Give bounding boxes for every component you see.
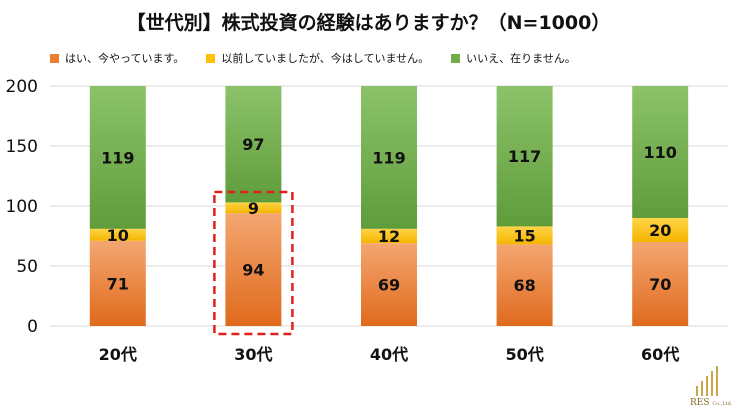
x-tick-label-50代: 50代 xyxy=(505,345,543,364)
data-label-30代-series-1: 9 xyxy=(248,199,259,218)
x-tick-label-40代: 40代 xyxy=(370,345,408,364)
legend: はい、今やっています。 以前していましたが、今はしていません。 いいえ、在りませ… xyxy=(50,50,576,66)
data-label-60代-series-0: 70 xyxy=(649,275,671,294)
bar-30代-series-2 xyxy=(225,86,282,203)
legend-swatch-past xyxy=(206,53,216,63)
data-label-50代-series-2: 117 xyxy=(508,147,541,166)
data-label-30代-series-2: 97 xyxy=(242,135,264,154)
bar-50代-series-0 xyxy=(496,244,553,326)
y-tick-label-150: 150 xyxy=(6,137,38,157)
legend-item-current: はい、今やっています。 xyxy=(50,50,184,66)
bar-30代-series-1 xyxy=(225,202,282,214)
data-label-60代-series-2: 110 xyxy=(643,143,676,162)
legend-swatch-current xyxy=(50,53,59,63)
data-label-30代-series-0: 94 xyxy=(242,261,264,280)
bar-40代-series-0 xyxy=(361,243,417,326)
bar-40代-series-1 xyxy=(361,228,417,244)
data-label-50代-series-1: 15 xyxy=(513,226,535,245)
bar-60代-series-2 xyxy=(632,86,689,218)
data-label-40代-series-0: 69 xyxy=(378,276,400,295)
legend-item-past: 以前していましたが、今はしていません。 xyxy=(206,50,429,66)
data-label-50代-series-0: 68 xyxy=(513,276,535,295)
company-logo: RES Co.,Ltd. xyxy=(690,364,732,410)
logo-text: RES Co.,Ltd. xyxy=(690,398,734,408)
data-label-20代-series-0: 71 xyxy=(107,274,129,293)
legend-label-past: 以前していましたが、今はしていません。 xyxy=(221,52,430,65)
y-tick-label-200: 200 xyxy=(6,77,38,97)
y-tick-label-100: 100 xyxy=(6,197,38,217)
bar-20代-series-2 xyxy=(89,86,146,229)
highlight-box-30代 xyxy=(213,190,294,336)
data-label-20代-series-2: 119 xyxy=(101,148,134,167)
bar-40代-series-2 xyxy=(361,86,417,229)
chart-title: 【世代別】株式投資の経験はありますか？（N=1000） xyxy=(126,12,611,34)
logo-mark-icon xyxy=(696,366,718,396)
bar-30代-series-0 xyxy=(225,213,282,326)
x-tick-label-30代: 30代 xyxy=(234,345,272,364)
data-label-40代-series-1: 12 xyxy=(378,227,400,246)
bar-60代-series-0 xyxy=(632,242,689,326)
x-tick-label-60代: 60代 xyxy=(641,345,679,364)
legend-label-never: いいえ、在りません。 xyxy=(466,52,576,65)
bar-20代-series-1 xyxy=(89,228,146,241)
data-label-60代-series-1: 20 xyxy=(649,221,671,240)
legend-swatch-never xyxy=(451,53,461,63)
legend-label-current: はい、今やっています。 xyxy=(65,52,185,65)
y-tick-label-0: 0 xyxy=(27,317,38,337)
y-tick-label-50: 50 xyxy=(16,257,38,277)
x-tick-label-20代: 20代 xyxy=(99,345,137,364)
logo-suffix: Co.,Ltd. xyxy=(712,401,733,407)
data-label-20代-series-1: 10 xyxy=(107,226,129,245)
legend-item-never: いいえ、在りません。 xyxy=(451,50,576,66)
bar-20代-series-0 xyxy=(89,240,146,326)
data-label-40代-series-2: 119 xyxy=(372,148,405,167)
bar-50代-series-2 xyxy=(496,86,553,227)
logo-name: RES xyxy=(690,398,710,408)
bar-50代-series-1 xyxy=(496,226,553,245)
bar-60代-series-1 xyxy=(632,218,689,242)
